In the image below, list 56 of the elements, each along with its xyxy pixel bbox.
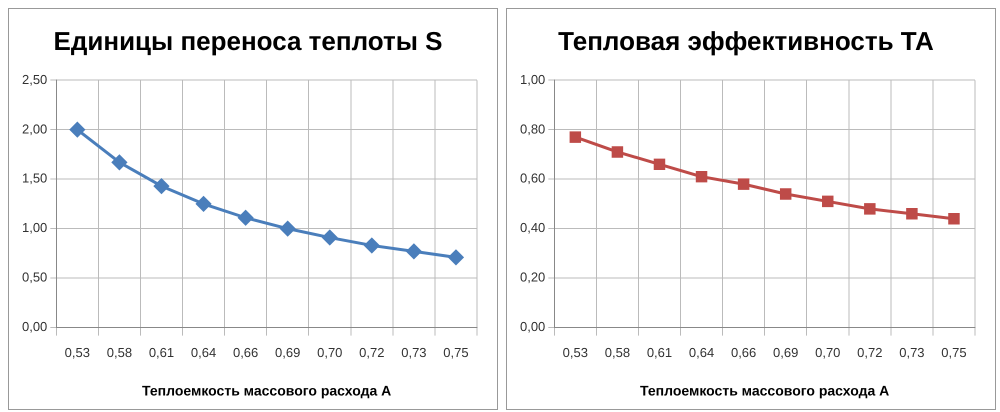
x-tick-label: 0,66 xyxy=(232,344,258,360)
point xyxy=(364,238,380,253)
point xyxy=(906,208,918,220)
chart-title: Единицы переноса теплоты S xyxy=(54,26,442,56)
y-tick-label: 1,50 xyxy=(22,170,48,186)
y-tick-label: 2,00 xyxy=(22,121,48,136)
x-tick-label: 0,61 xyxy=(148,344,174,360)
point xyxy=(448,250,464,265)
y-tick-label: 1,00 xyxy=(520,72,546,87)
y-tick-label: 0,80 xyxy=(520,121,546,136)
y-tick-label: 0,60 xyxy=(520,170,546,186)
x-tick-label: 0,69 xyxy=(773,344,798,360)
x-tick-label: 0,75 xyxy=(941,344,967,360)
y-tick-label: 0,20 xyxy=(520,270,546,285)
x-tick-label: 0,66 xyxy=(730,344,756,360)
x-tick-label: 0,53 xyxy=(562,344,588,360)
x-tick-label: 0,72 xyxy=(857,344,882,360)
point xyxy=(238,210,254,226)
y-tick-label: 0,00 xyxy=(520,319,546,334)
x-tick-label: 0,64 xyxy=(688,344,714,360)
x-axis-title: Теплоемкость массового расхода А xyxy=(640,382,890,398)
x-tick-label: 0,61 xyxy=(646,344,672,360)
point xyxy=(822,196,834,208)
y-tick-label: 2,50 xyxy=(22,72,48,87)
point xyxy=(738,178,750,190)
point xyxy=(280,221,296,236)
x-tick-label: 0,53 xyxy=(64,344,90,360)
x-tick-label: 0,58 xyxy=(106,344,132,360)
point xyxy=(654,158,666,170)
point xyxy=(112,154,127,170)
point xyxy=(780,188,792,200)
point xyxy=(154,178,169,194)
point xyxy=(612,146,624,158)
x-tick-label: 0,64 xyxy=(190,344,216,360)
point xyxy=(864,203,876,215)
x-tick-label: 0,75 xyxy=(443,344,469,360)
x-tick-label: 0,69 xyxy=(275,344,300,360)
x-tick-label: 0,72 xyxy=(359,344,384,360)
x-tick-label: 0,58 xyxy=(604,344,630,360)
point xyxy=(570,131,582,143)
y-tick-label: 0,00 xyxy=(22,319,48,334)
point xyxy=(696,170,708,182)
x-axis-title: Теплоемкость массового расхода А xyxy=(142,382,392,398)
x-tick-label: 0,70 xyxy=(317,344,342,360)
x-tick-label: 0,70 xyxy=(815,344,840,360)
x-tick-label: 0,73 xyxy=(899,344,925,360)
point xyxy=(948,213,960,224)
y-tick-label: 0,40 xyxy=(520,220,546,236)
point xyxy=(70,122,85,138)
point xyxy=(406,244,422,259)
point xyxy=(196,196,212,212)
x-tick-label: 0,73 xyxy=(401,344,427,360)
point xyxy=(322,230,338,246)
chart-title: Тепловая эффективность ТА xyxy=(558,26,934,56)
y-tick-label: 1,00 xyxy=(22,220,48,236)
y-tick-label: 0,50 xyxy=(22,270,48,285)
